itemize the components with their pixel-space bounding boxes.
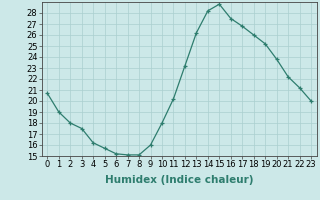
X-axis label: Humidex (Indice chaleur): Humidex (Indice chaleur) — [105, 175, 253, 185]
